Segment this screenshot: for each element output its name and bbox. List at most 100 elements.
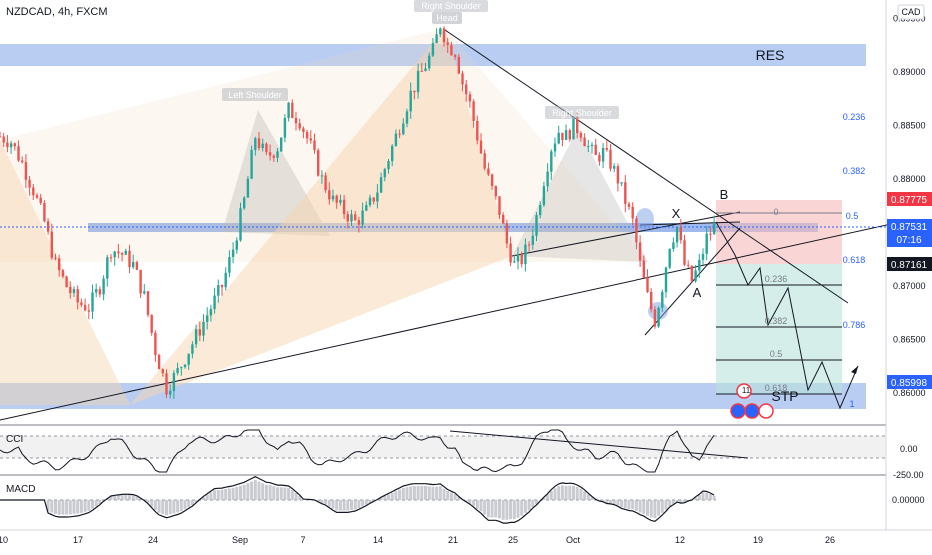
candle bbox=[535, 215, 537, 236]
candle bbox=[502, 215, 504, 224]
macd-bar bbox=[502, 500, 505, 520]
candle bbox=[332, 196, 334, 200]
countdown-text: 07:16 bbox=[896, 235, 921, 246]
candle bbox=[709, 234, 711, 235]
candle bbox=[554, 144, 556, 152]
candle bbox=[221, 285, 223, 287]
candle bbox=[169, 391, 171, 395]
symbol-header[interactable]: NZDCAD, 4h, FXCM bbox=[6, 6, 108, 18]
macd-bar bbox=[221, 490, 224, 500]
candle bbox=[14, 143, 16, 146]
candle bbox=[77, 289, 79, 302]
candle bbox=[609, 150, 611, 169]
timeframe[interactable]: 4h bbox=[58, 6, 70, 18]
macd-bar bbox=[446, 491, 449, 500]
candle bbox=[683, 240, 685, 265]
candle bbox=[154, 333, 156, 355]
candle bbox=[102, 279, 104, 295]
macd-bar bbox=[480, 500, 483, 511]
candle bbox=[354, 214, 356, 220]
macd-bar bbox=[505, 500, 508, 520]
candle bbox=[188, 354, 190, 365]
time-tick: 24 bbox=[148, 535, 158, 545]
macd-bar bbox=[494, 500, 497, 517]
candle bbox=[69, 287, 71, 293]
candle bbox=[617, 166, 619, 183]
candle bbox=[99, 289, 101, 294]
macd-bar bbox=[383, 496, 386, 500]
macd-bar bbox=[661, 500, 664, 513]
flag-icon[interactable] bbox=[745, 404, 759, 418]
candle bbox=[106, 257, 108, 278]
candle bbox=[694, 271, 696, 282]
macd-bar bbox=[531, 500, 534, 507]
macd-bar bbox=[646, 500, 649, 516]
fib-level-label: 0.618 bbox=[843, 255, 866, 265]
macd-bar bbox=[361, 500, 364, 506]
macd-bar bbox=[269, 485, 272, 500]
macd-bar bbox=[295, 493, 298, 500]
macd-bar bbox=[628, 500, 631, 509]
candle bbox=[413, 91, 415, 92]
macd-bar bbox=[702, 492, 705, 500]
macd-bar bbox=[357, 500, 360, 508]
candle bbox=[121, 253, 123, 255]
macd-bar bbox=[228, 488, 231, 500]
candle bbox=[213, 296, 215, 309]
candle bbox=[217, 285, 219, 296]
macd-bar bbox=[550, 491, 553, 500]
candle bbox=[225, 273, 227, 287]
price-tag-text: 0.85998 bbox=[891, 378, 928, 389]
candle bbox=[620, 182, 622, 183]
flag-icon[interactable] bbox=[731, 404, 745, 418]
macd-bar bbox=[524, 500, 527, 513]
candle bbox=[139, 270, 141, 294]
macd-bar bbox=[509, 500, 512, 519]
macd-bar bbox=[324, 500, 327, 504]
price-tick: 0.89000 bbox=[893, 67, 926, 77]
candle bbox=[247, 179, 249, 198]
candle bbox=[613, 166, 615, 169]
macd-bar bbox=[406, 487, 409, 500]
price-tag-text: 0.87775 bbox=[891, 195, 928, 206]
candle bbox=[232, 250, 234, 257]
time-tick: 26 bbox=[825, 535, 835, 545]
cci-scale[interactable]: 0.00 -250.00 bbox=[893, 444, 924, 480]
macd-bar bbox=[443, 489, 446, 500]
macd-bar bbox=[335, 500, 338, 511]
candle bbox=[10, 143, 12, 147]
macd-bar bbox=[424, 486, 427, 500]
macd-bar bbox=[239, 486, 242, 500]
macd-bar bbox=[332, 500, 335, 509]
fib-box-label: 0.5 bbox=[770, 349, 783, 359]
label-head: Head bbox=[432, 12, 462, 24]
candle bbox=[162, 369, 164, 373]
candle bbox=[250, 150, 252, 179]
candle bbox=[498, 196, 500, 215]
candle bbox=[284, 118, 286, 138]
macd-bar bbox=[124, 495, 127, 500]
candle bbox=[513, 261, 515, 262]
macd-bar bbox=[180, 500, 183, 511]
candle bbox=[291, 103, 293, 118]
macd-scale[interactable]: 0.00000 bbox=[892, 495, 925, 505]
candle bbox=[25, 162, 27, 180]
flag-icon[interactable] bbox=[759, 404, 773, 418]
macd-bar bbox=[287, 488, 290, 500]
candle bbox=[484, 153, 486, 168]
candle bbox=[317, 150, 319, 175]
candle bbox=[487, 169, 489, 175]
candle bbox=[51, 232, 53, 258]
macd-bar bbox=[639, 500, 642, 513]
macd-bar bbox=[95, 500, 98, 506]
candle bbox=[698, 260, 700, 271]
candle bbox=[543, 186, 545, 205]
point-a-label: A bbox=[693, 285, 702, 300]
candle bbox=[347, 214, 349, 221]
macd-bar bbox=[346, 500, 349, 511]
symbol-name[interactable]: NZDCAD bbox=[6, 6, 52, 18]
candle bbox=[143, 291, 145, 293]
